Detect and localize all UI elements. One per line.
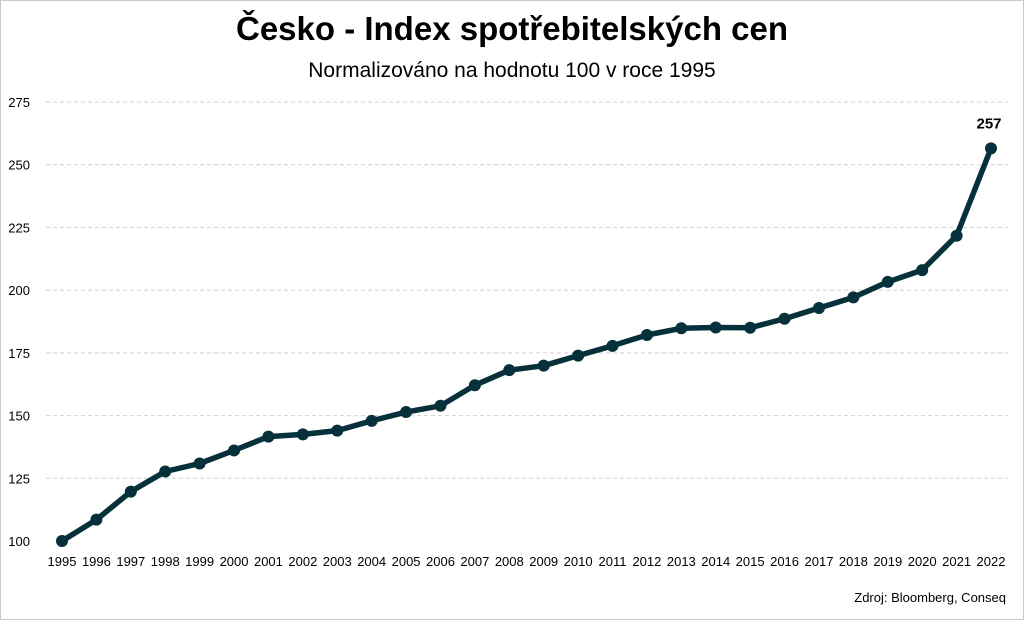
x-tick-label-2007: 2007 <box>460 554 489 569</box>
data-point-2016 <box>778 312 791 325</box>
x-tick-label-1996: 1996 <box>82 554 111 569</box>
data-point-1999 <box>193 457 206 470</box>
x-tick-label-2005: 2005 <box>392 554 421 569</box>
y-tick-label-175: 175 <box>8 346 30 361</box>
data-point-2003 <box>331 424 344 437</box>
data-point-2010 <box>572 349 585 362</box>
x-tick-label-2014: 2014 <box>701 554 730 569</box>
data-point-1995 <box>56 535 68 547</box>
data-point-2022 <box>985 142 997 155</box>
data-point-2001 <box>262 430 275 443</box>
y-tick-label-275: 275 <box>8 95 30 110</box>
chart-title: Česko - Index spotřebitelských cen <box>235 10 789 47</box>
data-point-2013 <box>675 322 688 335</box>
gridlines <box>46 101 1008 479</box>
chart-subtitle: Normalizováno na hodnotu 100 v roce 1995 <box>308 59 716 82</box>
y-tick-label-100: 100 <box>8 534 30 549</box>
data-point-1998 <box>159 465 172 478</box>
data-point-2008 <box>503 364 516 377</box>
data-point-2005 <box>400 406 413 419</box>
data-point-1996 <box>90 513 103 526</box>
x-tick-label-2015: 2015 <box>736 554 765 569</box>
x-axis-tick-labels: 1995 1996 1997 1998 1999 2000 2001 2002 2003 2004… <box>48 554 1006 569</box>
data-point-2015 <box>744 321 757 334</box>
data-point-2020 <box>916 264 929 277</box>
y-tick-label-225: 225 <box>8 220 30 235</box>
data-point-2014 <box>709 321 722 334</box>
data-point-2009 <box>537 359 550 372</box>
y-tick-label-250: 250 <box>8 158 30 173</box>
y-tick-label-200: 200 <box>8 283 30 298</box>
x-tick-label-2009: 2009 <box>529 554 558 569</box>
y-axis-tick-labels: 100 125 150 175 200 225 250 275 <box>8 95 30 549</box>
data-point-2007 <box>468 379 481 392</box>
annotations: 257 <box>976 115 1001 132</box>
x-tick-label-2013: 2013 <box>667 554 696 569</box>
source-note: Zdroj: Bloomberg, Conseq <box>854 590 1006 605</box>
x-tick-label-2002: 2002 <box>288 554 317 569</box>
series-line-0 <box>59 145 994 544</box>
x-tick-label-2006: 2006 <box>426 554 455 569</box>
data-point-2018 <box>847 291 860 304</box>
x-tick-label-2017: 2017 <box>805 554 834 569</box>
x-tick-label-2020: 2020 <box>908 554 937 569</box>
x-tick-label-1995: 1995 <box>48 554 77 569</box>
x-tick-label-2008: 2008 <box>495 554 524 569</box>
data-point-2004 <box>365 414 378 427</box>
x-tick-label-2012: 2012 <box>632 554 661 569</box>
x-tick-label-1997: 1997 <box>116 554 145 569</box>
data-point-2000 <box>228 444 241 457</box>
x-tick-label-2011: 2011 <box>599 554 627 569</box>
x-tick-label-2019: 2019 <box>873 554 902 569</box>
data-point-2011 <box>606 339 619 352</box>
y-tick-label-125: 125 <box>8 471 30 486</box>
x-tick-label-1999: 1999 <box>185 554 214 569</box>
y-tick-label-150: 150 <box>8 409 30 424</box>
x-tick-label-2021: 2021 <box>942 554 971 569</box>
series-group <box>56 142 997 547</box>
data-point-2019 <box>881 275 894 288</box>
x-tick-label-2000: 2000 <box>220 554 249 569</box>
x-tick-label-2018: 2018 <box>839 554 868 569</box>
x-tick-label-2010: 2010 <box>564 554 593 569</box>
x-tick-label-2001: 2001 <box>254 554 283 569</box>
data-point-2002 <box>296 428 309 441</box>
x-tick-label-2003: 2003 <box>323 554 352 569</box>
x-tick-label-2004: 2004 <box>357 554 386 569</box>
x-tick-label-1998: 1998 <box>151 554 180 569</box>
data-point-2012 <box>640 329 653 342</box>
data-label-2022: 257 <box>976 115 1001 132</box>
data-point-2006 <box>434 399 447 412</box>
x-tick-label-2016: 2016 <box>770 554 799 569</box>
data-point-1997 <box>124 485 137 498</box>
x-tick-label-2022: 2022 <box>977 554 1006 569</box>
data-point-2017 <box>812 301 825 314</box>
data-point-2021 <box>950 229 963 242</box>
